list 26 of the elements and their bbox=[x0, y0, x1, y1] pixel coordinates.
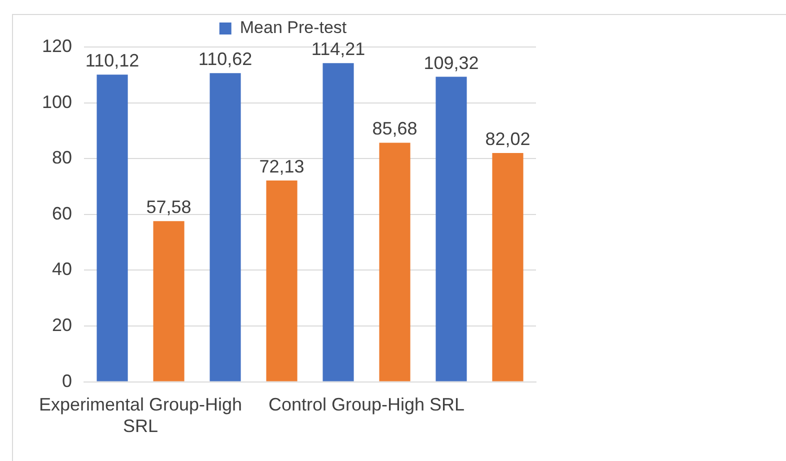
data-label: 110,12 bbox=[85, 50, 140, 71]
data-label: 114,21 bbox=[311, 39, 366, 60]
y-tick-label: 40 bbox=[52, 259, 72, 280]
y-tick-label: 0 bbox=[62, 370, 72, 391]
y-tick-label: 80 bbox=[52, 148, 72, 168]
data-label: 82,02 bbox=[485, 128, 530, 149]
data-label: 57,58 bbox=[146, 197, 192, 218]
bar bbox=[379, 142, 410, 382]
bar bbox=[436, 76, 467, 382]
data-label: 110,62 bbox=[198, 49, 252, 70]
bar bbox=[492, 152, 524, 382]
data-label: 109,32 bbox=[424, 52, 479, 73]
bar bbox=[210, 73, 241, 382]
legend-label: Mean Pre-test bbox=[240, 18, 347, 38]
x-tick-label: Control Group-High SRL bbox=[268, 394, 465, 415]
bar bbox=[96, 74, 128, 382]
bar bbox=[322, 63, 354, 382]
data-label: 72,13 bbox=[259, 156, 304, 177]
x-tick-label: Experimental Group-High SRL bbox=[38, 394, 242, 436]
data-label: 85,68 bbox=[372, 118, 418, 139]
y-tick-label: 60 bbox=[52, 203, 72, 224]
bar bbox=[266, 180, 298, 382]
bar bbox=[153, 221, 184, 382]
y-tick-label: 100 bbox=[42, 92, 72, 112]
y-tick-label: 20 bbox=[52, 314, 72, 335]
y-tick-label: 120 bbox=[42, 36, 72, 56]
